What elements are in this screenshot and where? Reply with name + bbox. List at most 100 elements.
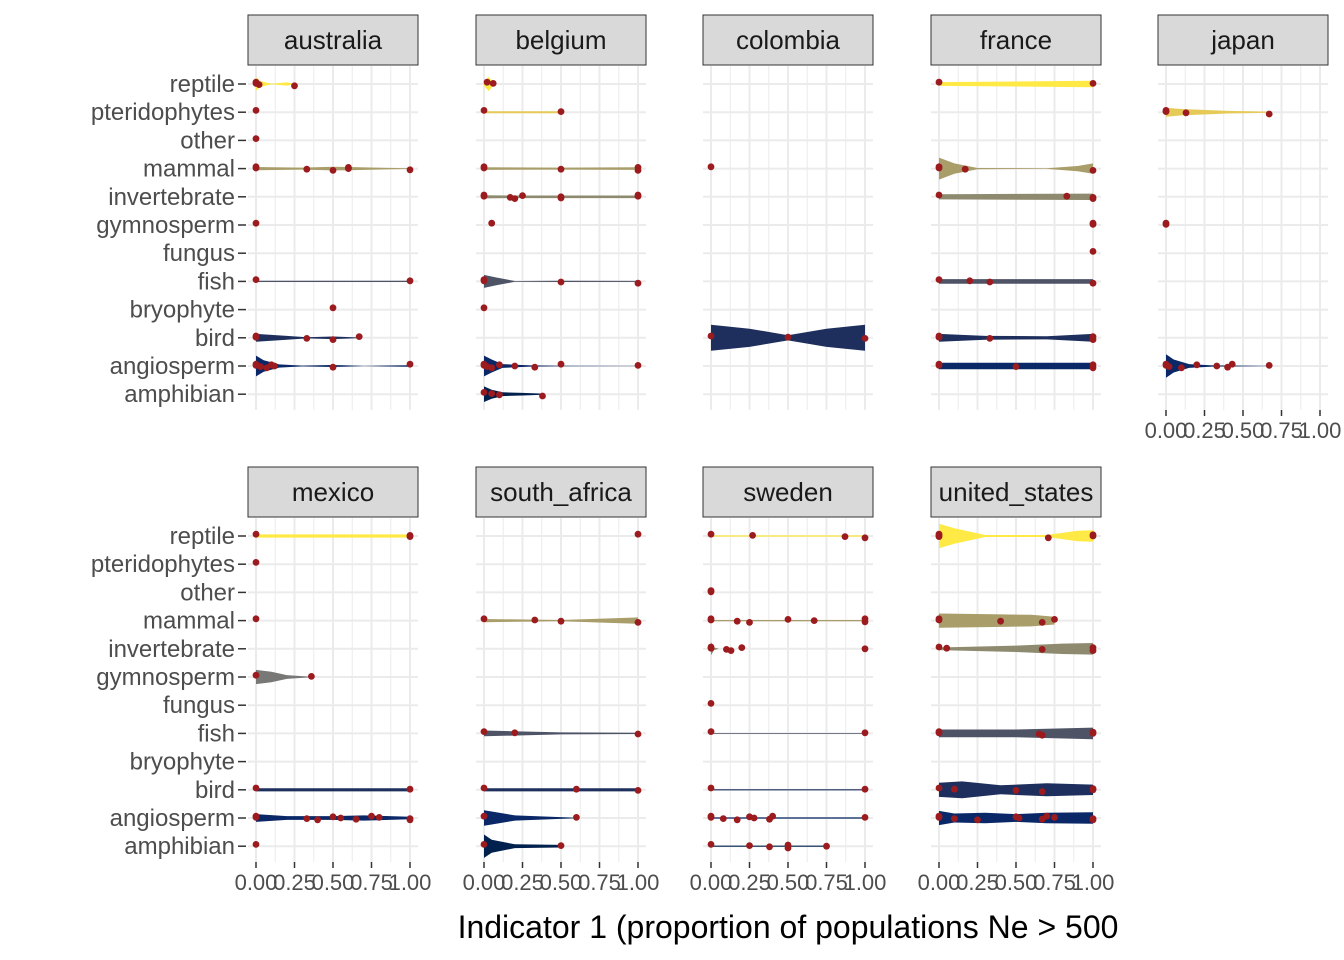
data-point-angiosperm bbox=[1213, 362, 1221, 370]
data-point-angiosperm bbox=[368, 812, 375, 820]
x-axis-ticks: 0.000.250.500.751.00 bbox=[918, 862, 1114, 895]
data-point-invertebrate bbox=[861, 645, 869, 653]
data-point-pteridophytes bbox=[1182, 109, 1190, 117]
facet-strip-label: south_africa bbox=[490, 477, 632, 507]
data-point-pteridophytes bbox=[1162, 108, 1170, 115]
data-point-angiosperm bbox=[974, 816, 981, 824]
facet-strip-label: united_states bbox=[939, 477, 1094, 507]
y-tick-label-invertebrate: invertebrate bbox=[108, 184, 235, 211]
y-axis-row-1: reptilepteridophytesothermammalinvertebr… bbox=[91, 71, 246, 408]
violin-reptile bbox=[256, 534, 410, 538]
data-point-fish bbox=[707, 728, 715, 735]
data-point-mammal bbox=[935, 164, 943, 172]
y-tick-label-pteridophytes: pteridophytes bbox=[91, 99, 235, 126]
data-point-amphibian bbox=[252, 841, 260, 848]
facet-strip-label: france bbox=[980, 25, 1052, 55]
violin-amphibian bbox=[484, 386, 543, 402]
data-point-pteridophytes bbox=[1265, 110, 1273, 118]
data-point-bryophyte bbox=[480, 304, 488, 312]
data-point-amphibian bbox=[784, 841, 792, 849]
data-point-reptile bbox=[935, 533, 943, 540]
x-tick-label: 0.00 bbox=[1145, 418, 1188, 443]
data-point-bird bbox=[986, 335, 994, 342]
data-point-reptile bbox=[1089, 80, 1097, 87]
data-point-mammal bbox=[997, 617, 1004, 625]
x-tick-label: 0.75 bbox=[1260, 418, 1303, 443]
violin-fish bbox=[256, 280, 410, 282]
facet-strip bbox=[475, 466, 647, 518]
data-point-angiosperm bbox=[861, 814, 869, 821]
data-point-bird bbox=[784, 333, 792, 341]
data-point-invertebrate bbox=[480, 192, 488, 200]
x-tick-label: 0.75 bbox=[578, 870, 621, 895]
data-point-angiosperm bbox=[557, 360, 565, 368]
data-point-angiosperm bbox=[769, 812, 776, 820]
y-tick-label-pteridophytes: pteridophytes bbox=[91, 551, 235, 578]
y-tick-label-fish: fish bbox=[198, 720, 235, 747]
data-point-mammal bbox=[557, 617, 565, 625]
data-point-angiosperm bbox=[935, 814, 943, 821]
violin-reptile bbox=[939, 523, 1093, 549]
data-point-mammal bbox=[303, 165, 311, 173]
panel-colombia: colombia bbox=[702, 14, 874, 410]
data-point-invertebrate bbox=[935, 191, 943, 199]
y-tick-label-bryophyte: bryophyte bbox=[130, 297, 235, 324]
violin-fish bbox=[484, 730, 638, 737]
x-tick-label: 0.25 bbox=[956, 870, 999, 895]
violin-bird bbox=[711, 789, 865, 791]
x-axis-ticks: 0.000.250.500.751.00 bbox=[690, 862, 887, 895]
y-tick-label-angiosperm: angiosperm bbox=[110, 353, 235, 380]
data-point-mammal bbox=[810, 617, 818, 624]
y-tick-label-fungus: fungus bbox=[163, 240, 235, 267]
data-point-bird bbox=[1012, 787, 1020, 794]
data-point-bryophyte bbox=[329, 304, 337, 312]
data-point-amphibian bbox=[480, 841, 488, 848]
data-point-fungus bbox=[1089, 248, 1097, 255]
x-tick-label: 0.50 bbox=[312, 870, 355, 895]
facet-strip-label: sweden bbox=[743, 477, 833, 507]
data-point-reptile bbox=[1044, 534, 1052, 542]
data-point-angiosperm bbox=[352, 815, 360, 823]
data-point-angiosperm bbox=[329, 813, 337, 821]
x-tick-label: 0.00 bbox=[690, 870, 733, 895]
data-point-amphibian bbox=[557, 842, 565, 849]
data-point-mammal bbox=[634, 164, 642, 171]
data-point-angiosperm bbox=[935, 362, 943, 369]
data-point-gymnosperm bbox=[1162, 221, 1170, 228]
data-point-angiosperm bbox=[511, 362, 519, 370]
violin-fish bbox=[939, 279, 1093, 284]
gridlines bbox=[703, 518, 873, 862]
data-point-invertebrate bbox=[519, 192, 526, 200]
data-point-fish bbox=[634, 730, 642, 738]
data-point-angiosperm bbox=[480, 812, 488, 820]
data-point-amphibian bbox=[496, 391, 503, 399]
violin-mammal bbox=[939, 613, 1055, 628]
panel-japan: japan 0.000.250.500.751.00 bbox=[1145, 14, 1341, 443]
data-point-angiosperm bbox=[252, 814, 260, 821]
violin-gymnosperm bbox=[256, 669, 312, 685]
data-point-gymnosperm bbox=[252, 671, 260, 679]
data-point-gymnosperm bbox=[488, 219, 496, 227]
data-point-bird bbox=[406, 785, 414, 793]
panel-south-africa: south_africa 0.000.250.500.751.00 bbox=[463, 466, 659, 895]
data-point-mammal bbox=[961, 165, 969, 173]
data-point-fish bbox=[406, 277, 414, 285]
y-tick-label-fish: fish bbox=[198, 268, 235, 295]
data-point-reptile bbox=[483, 78, 491, 86]
data-point-reptile bbox=[255, 81, 263, 88]
x-tick-label: 0.75 bbox=[350, 870, 393, 895]
data-point-angiosperm bbox=[406, 816, 414, 824]
y-tick-label-amphibian: amphibian bbox=[124, 381, 235, 408]
facet-strip bbox=[702, 14, 874, 66]
data-point-bird bbox=[861, 785, 869, 793]
facet-strip-label: mexico bbox=[292, 477, 374, 507]
data-point-mammal bbox=[733, 617, 741, 625]
data-point-angiosperm bbox=[733, 816, 741, 824]
data-point-reptile bbox=[841, 533, 849, 540]
data-point-angiosperm bbox=[496, 361, 503, 369]
data-point-mammal bbox=[329, 167, 337, 174]
x-tick-label: 1.00 bbox=[844, 870, 887, 895]
data-point-mammal bbox=[634, 619, 642, 626]
data-point-fish bbox=[1089, 279, 1097, 287]
facet-strip bbox=[930, 14, 1102, 66]
